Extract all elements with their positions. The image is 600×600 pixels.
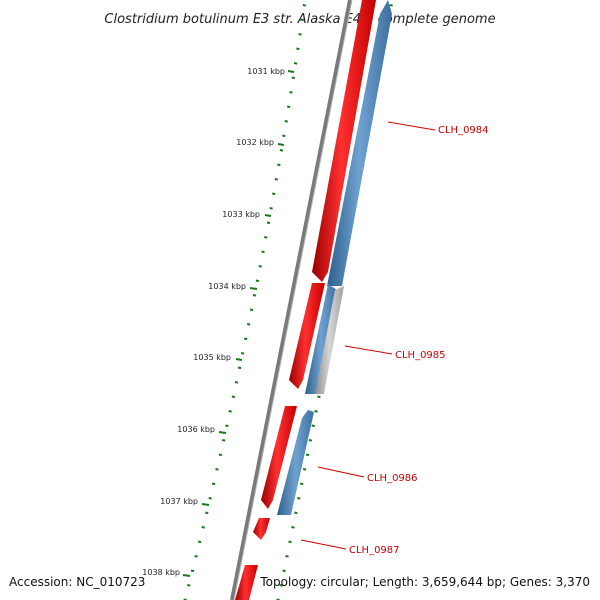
minor-tick-inner	[190, 569, 195, 573]
minor-tick-inner	[243, 337, 248, 341]
minor-tick-outer	[291, 526, 295, 529]
minor-tick-inner	[246, 323, 251, 326]
tick-1032: 1032 kbp	[236, 138, 285, 147]
minor-tick-inner	[302, 4, 306, 7]
minor-tick-outer	[389, 4, 393, 7]
gene-label-clh-0986[interactable]: CLH_0986	[367, 473, 418, 484]
tick-label: 1035 kbp	[193, 353, 231, 362]
tick-1034: 1034 kbp	[208, 282, 258, 291]
tick-label: 1038 kbp	[142, 568, 180, 577]
minor-tick-inner	[261, 250, 265, 254]
backbone-arc	[230, 0, 352, 600]
tick-label: 1037 kbp	[160, 497, 198, 506]
gene-label-clh-0985[interactable]: CLH_0985	[395, 350, 446, 361]
minor-tick-inner	[194, 555, 198, 558]
minor-tick-outer	[297, 497, 301, 500]
tick-1038: 1038 kbp	[142, 568, 191, 577]
gene-clh-0986-forward[interactable]	[261, 406, 297, 509]
minor-tick-outer	[279, 584, 283, 587]
minor-tick-inner	[269, 207, 273, 210]
gene-label-clh-0984[interactable]: CLH_0984	[438, 125, 489, 136]
genome-info-text: Topology: circular; Length: 3,659,644 bp…	[259, 575, 590, 589]
gene-clh-0986-reverse[interactable]	[277, 410, 314, 515]
minor-tick-inner	[240, 352, 245, 355]
accession-text: Accession: NC_010723	[9, 575, 145, 589]
minor-tick-inner	[221, 439, 226, 442]
minor-tick-inner	[291, 76, 296, 80]
minor-tick-outer	[285, 555, 289, 558]
gene-clh-0985-forward[interactable]	[289, 283, 325, 389]
minor-tick-inner	[205, 511, 209, 515]
kbp-ticks: 1031 kbp 1032 kbp 1033 kbp 1034 kbp 1035…	[142, 67, 295, 577]
minor-tick-inner	[258, 265, 262, 268]
gene-callouts: CLH_0984 CLH_0985 CLH_0986 CLH_0987	[300, 121, 489, 556]
minor-tick-inner	[300, 18, 304, 22]
minor-tick-inner	[197, 540, 202, 544]
tick-1037: 1037 kbp	[160, 497, 210, 506]
minor-tick-outer	[305, 453, 310, 457]
gene-clh-0984-forward[interactable]	[312, 0, 376, 282]
minor-tick-inner	[274, 178, 279, 181]
minor-tick-inner	[298, 33, 302, 36]
minor-tick-outer	[282, 569, 286, 573]
gene-next-forward[interactable]	[235, 565, 258, 600]
gene-label-clh-0987[interactable]: CLH_0987	[349, 545, 400, 556]
minor-tick-inner	[289, 91, 293, 94]
minor-tick-inner	[293, 62, 298, 65]
minor-tick-inner	[201, 526, 205, 529]
minor-tick-outer	[308, 439, 313, 442]
minor-tick-inner	[272, 192, 276, 196]
minor-tick-inner	[264, 236, 268, 239]
minor-tick-inner	[231, 395, 236, 399]
minor-tick-outer	[302, 468, 307, 471]
minor-tick-inner	[286, 105, 291, 109]
minor-tick-inner	[266, 221, 271, 225]
minor-tick-inner	[252, 294, 257, 297]
minor-tick-inner	[208, 497, 212, 500]
minor-tick-inner	[187, 584, 191, 587]
gene-clh-0984-reverse[interactable]	[327, 0, 392, 286]
tick-1035: 1035 kbp	[193, 353, 243, 362]
tick-label: 1031 kbp	[247, 67, 285, 76]
tick-label: 1032 kbp	[236, 138, 274, 147]
minor-tick-inner	[284, 120, 288, 123]
minor-tick-inner	[225, 424, 229, 428]
backbone-highlight	[233, 0, 353, 600]
minor-tick-inner	[282, 134, 286, 138]
tick-label: 1033 kbp	[222, 210, 260, 219]
tick-label: 1036 kbp	[177, 425, 215, 434]
tick-1031: 1031 kbp	[247, 67, 295, 76]
minor-tick-outer	[294, 511, 298, 515]
minor-tick-outer	[288, 540, 292, 544]
gene-clh-0985-reverse[interactable]	[305, 284, 337, 394]
tick-1036: 1036 kbp	[177, 425, 227, 434]
minor-tick-inner	[234, 381, 239, 384]
minor-tick-inner	[218, 453, 223, 457]
gene-clh-0987-forward[interactable]	[253, 518, 270, 540]
minor-tick-inner	[296, 47, 300, 51]
minor-tick-inner	[277, 163, 281, 167]
minor-tick-outer	[317, 395, 321, 399]
minor-tick-inner	[215, 468, 219, 471]
minor-tick-inner	[237, 366, 242, 370]
map-title: Clostridium botulinum E3 str. Alaska E43…	[104, 12, 495, 27]
minor-tick-outer	[311, 424, 315, 428]
minor-tick-outer	[314, 410, 318, 413]
minor-tick-inner	[211, 482, 216, 486]
reverse-strand-genes	[277, 0, 392, 515]
minor-tick-inner	[279, 149, 284, 152]
tick-1033: 1033 kbp	[222, 210, 272, 219]
forward-strand-genes	[235, 0, 376, 600]
minor-tick-inner	[228, 410, 232, 413]
minor-tick-outer	[300, 482, 304, 486]
minor-tick-inner	[249, 308, 254, 312]
tick-label: 1034 kbp	[208, 282, 246, 291]
minor-tick-inner	[255, 279, 260, 283]
gene-rna-grey[interactable]	[315, 286, 344, 394]
